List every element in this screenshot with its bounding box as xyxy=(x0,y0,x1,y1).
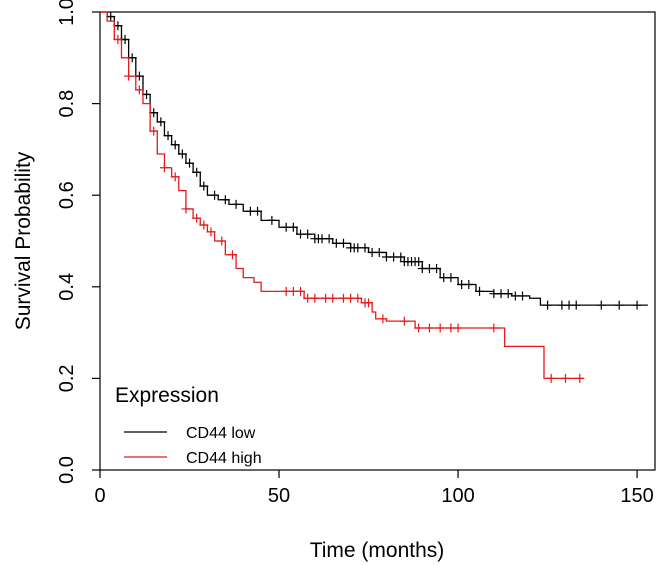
x-axis-label: Time (months) xyxy=(310,539,445,562)
censor-mark xyxy=(163,131,173,141)
y-tick-label: 0.0 xyxy=(56,456,78,484)
censor-mark xyxy=(543,300,553,310)
censor-mark xyxy=(596,300,606,310)
censor-mark xyxy=(338,238,348,248)
y-tick-label: 0.6 xyxy=(56,181,78,209)
censor-mark xyxy=(518,291,528,301)
censor-mark xyxy=(206,227,216,237)
censor-mark xyxy=(170,140,180,150)
censor-mark xyxy=(399,316,409,326)
censor-mark xyxy=(435,323,445,333)
censor-mark xyxy=(424,323,434,333)
censor-mark xyxy=(614,300,624,310)
y-tick-label: 1.0 xyxy=(56,0,78,26)
censor-mark xyxy=(288,222,298,232)
censor-mark xyxy=(378,314,388,324)
censor-mark xyxy=(303,229,313,239)
censor-mark xyxy=(446,273,456,283)
censor-mark xyxy=(353,293,363,303)
censor-mark xyxy=(414,257,424,267)
axes: 0 50 100 150 0.0 0.2 0.4 0.6 0.8 1.0 xyxy=(56,0,654,507)
y-axis-label: Survival Probability xyxy=(12,151,35,330)
censor-mark xyxy=(414,323,424,333)
censor-mark xyxy=(632,300,642,310)
censor-mark xyxy=(199,220,209,230)
censor-mark xyxy=(546,373,556,383)
x-tick-label: 0 xyxy=(94,485,105,507)
censor-mark xyxy=(210,190,220,200)
legend-label-cd44-high: CD44 high xyxy=(186,450,262,467)
censor-mark xyxy=(503,289,513,299)
censor-mark xyxy=(192,167,202,177)
censor-mark xyxy=(113,34,123,44)
censor-mark xyxy=(220,195,230,205)
censor-mark xyxy=(156,117,166,127)
series-cd44-low xyxy=(100,11,648,310)
censor-mark xyxy=(227,250,237,260)
censor-mark xyxy=(396,252,406,262)
censor-mark xyxy=(267,215,277,225)
series-cd44-high xyxy=(100,11,585,383)
censor-mark xyxy=(170,172,180,182)
x-tick-label: 50 xyxy=(268,485,290,507)
censor-mark xyxy=(364,298,374,308)
censor-mark xyxy=(328,293,338,303)
censor-mark xyxy=(177,149,187,159)
censor-mark xyxy=(575,373,585,383)
survival-curve-cd44-low xyxy=(100,11,648,306)
censor-mark xyxy=(360,243,370,253)
censor-mark xyxy=(453,323,463,333)
plot-frame xyxy=(99,11,656,471)
legend-title: Expression xyxy=(115,384,219,407)
censor-mark xyxy=(159,163,169,173)
censor-mark xyxy=(432,263,442,273)
x-tick-label: 100 xyxy=(441,485,474,507)
censor-mark xyxy=(124,71,134,81)
censor-mark xyxy=(134,85,144,95)
censor-mark xyxy=(199,181,209,191)
y-tick-label: 0.8 xyxy=(56,90,78,118)
censor-mark xyxy=(571,300,581,310)
censor-mark xyxy=(192,213,202,223)
censor-mark xyxy=(324,234,334,244)
censor-mark xyxy=(181,204,191,214)
censor-mark xyxy=(149,126,159,136)
legend: Expression CD44 low CD44 high xyxy=(115,384,262,467)
censor-mark xyxy=(374,247,384,257)
legend-label-cd44-low: CD44 low xyxy=(186,425,256,442)
censor-mark xyxy=(464,280,474,290)
series-layer xyxy=(100,11,648,383)
survival-curve-cd44-high xyxy=(100,11,584,380)
censor-mark xyxy=(231,199,241,209)
censor-mark xyxy=(253,206,263,216)
censor-mark xyxy=(489,323,499,333)
censor-mark xyxy=(475,286,485,296)
censor-mark xyxy=(310,293,320,303)
y-tick-label: 0.4 xyxy=(56,273,78,301)
censor-mark xyxy=(185,158,195,168)
censor-mark xyxy=(217,236,227,246)
y-tick-label: 0.2 xyxy=(56,364,78,392)
x-tick-label: 150 xyxy=(620,485,653,507)
censor-mark xyxy=(560,373,570,383)
censor-mark xyxy=(296,286,306,296)
